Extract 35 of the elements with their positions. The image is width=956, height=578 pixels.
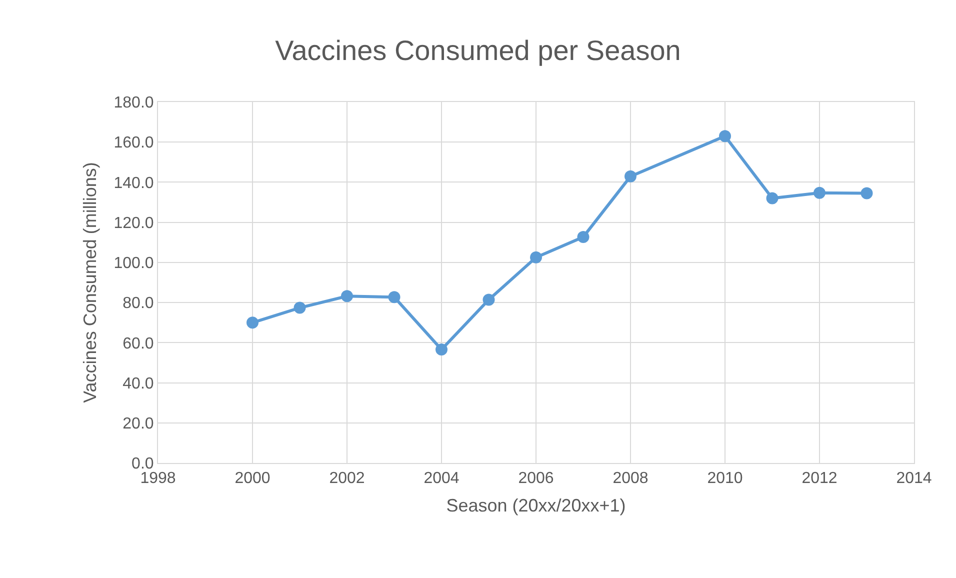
- point: [246, 316, 258, 329]
- x-tick-label: 1998: [140, 470, 176, 488]
- y-tick-label: 40.0: [122, 375, 154, 392]
- y-tick-label: 160.0: [114, 134, 154, 152]
- x-tick-label: 2006: [518, 470, 554, 488]
- point: [624, 170, 636, 182]
- point: [766, 192, 778, 204]
- x-tick-label: 2004: [424, 470, 460, 488]
- x-axis-title: Season (20xx/20xx+1): [446, 495, 626, 516]
- x-tick-label: 2012: [802, 470, 838, 488]
- chart-title: Vaccines Consumed per Season: [275, 35, 681, 66]
- y-tick-label: 180.0: [114, 94, 154, 112]
- point: [530, 251, 542, 264]
- x-tick-label: 2000: [234, 470, 270, 488]
- point: [388, 291, 400, 304]
- x-tick-label: 2002: [329, 470, 365, 488]
- point: [482, 294, 495, 306]
- point: [814, 186, 826, 199]
- x-tick-label: 2010: [707, 470, 743, 488]
- point: [436, 343, 448, 356]
- y-tick-label: 100.0: [114, 255, 154, 272]
- x-tick-label: 2008: [612, 470, 648, 488]
- y-tick-label: 140.0: [114, 174, 154, 192]
- y-axis-title: Vaccines Consumed (millions): [80, 162, 100, 403]
- y-tick-label: 60.0: [122, 335, 154, 352]
- y-tick-label: 80.0: [122, 295, 154, 312]
- point: [341, 290, 353, 302]
- x-tick-label: 2014: [896, 470, 932, 488]
- point: [294, 302, 306, 314]
- point: [719, 130, 731, 142]
- y-tick-label: 20.0: [122, 415, 154, 432]
- y-tick-label: 120.0: [114, 214, 154, 232]
- point: [860, 187, 873, 200]
- point: [577, 230, 590, 243]
- y-tick-label: 0.0: [132, 456, 154, 473]
